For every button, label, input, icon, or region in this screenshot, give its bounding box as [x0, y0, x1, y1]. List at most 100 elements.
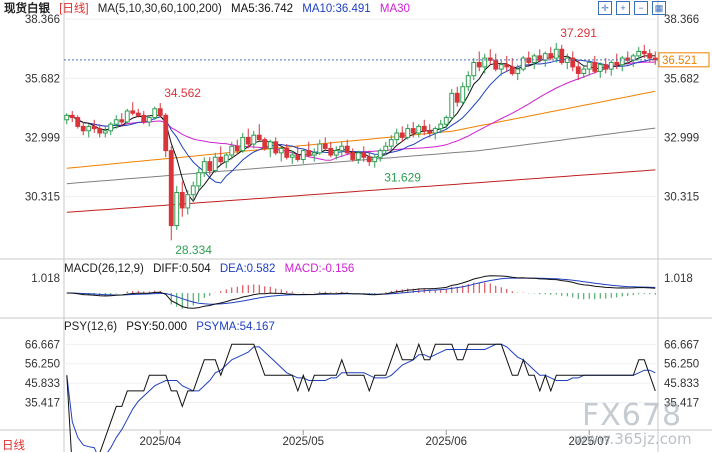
candle-body [168, 150, 174, 227]
candle-body [284, 147, 290, 158]
price-tick-right: 30.315 [664, 192, 699, 204]
candle-body [388, 139, 394, 147]
candle-body [251, 134, 257, 145]
psy-label: PSY(12,6) PSY:50.000 PSYMA:54.167 [64, 321, 281, 333]
psy-value: PSY:50.000 [126, 321, 188, 333]
price-tick-right: 35.682 [664, 73, 699, 85]
macd-params: MACD(26,12,9) [64, 263, 144, 275]
candle-body [377, 150, 383, 158]
candle-body [157, 108, 163, 116]
psy-line [66, 342, 656, 452]
candle-body [405, 128, 411, 138]
macd-label: MACD(26,12,9) DIFF:0.504 DEA:0.582 MACD:… [64, 263, 360, 275]
candle-body [355, 152, 361, 160]
candle-body [361, 152, 367, 158]
candle-body [64, 114, 70, 121]
extreme-label: 34.562 [164, 86, 201, 100]
candle-body [454, 92, 460, 103]
psy-tick-right: 35.417 [664, 397, 699, 409]
candle-body [262, 139, 268, 149]
candle-body [366, 156, 372, 163]
psyma-value: PSYMA:54.167 [196, 321, 275, 333]
candle-body [306, 150, 312, 156]
candle-body [102, 130, 108, 134]
crosshair-icon[interactable]: ✛ [598, 1, 612, 15]
candle-body [86, 125, 92, 132]
candle-body [108, 123, 114, 132]
zoom-in-icon[interactable]: + [616, 1, 630, 15]
period-selector[interactable]: [日线] [59, 3, 89, 15]
psy-tick-left: 66.667 [25, 339, 60, 351]
footer-period[interactable]: 日线 [2, 440, 25, 452]
candle-body [97, 128, 103, 134]
candle-body [317, 143, 323, 154]
candle-body [410, 128, 416, 134]
chart-header: 现货白银 [日线] MA(5,10,30,60,100,200) MA5:36.… [0, 0, 712, 18]
candle-body [399, 132, 405, 138]
candle-body [641, 50, 647, 55]
candle-body [608, 61, 614, 70]
price-tick-right: 32.999 [664, 132, 699, 144]
candle-body [647, 53, 653, 59]
ma200-line [66, 169, 656, 213]
psy-params: PSY(12,6) [64, 321, 118, 333]
psy-tick-left: 35.417 [25, 397, 60, 409]
zoom-out-icon[interactable]: − [634, 1, 648, 15]
x-tick-label: 2025/06 [425, 436, 467, 448]
candle-body [531, 55, 537, 63]
candle-body [218, 156, 224, 163]
grid-icon[interactable]: ▦ [652, 1, 666, 15]
macd-dea: DEA:0.582 [219, 263, 276, 275]
candle-body [592, 61, 598, 72]
candle-body [328, 147, 334, 156]
macd-tick-right: 1.018 [664, 273, 693, 285]
candle-body [471, 61, 477, 77]
candle-body [614, 61, 620, 66]
candle-body [509, 66, 515, 74]
candle-body [520, 57, 526, 70]
price-tick-left: 38.366 [25, 14, 60, 26]
candle-body [300, 150, 306, 160]
candle-body [548, 53, 554, 59]
price-tick-left: 32.999 [25, 132, 60, 144]
candle-body [141, 114, 147, 123]
macd-value: MACD:-0.156 [284, 263, 355, 275]
candle-body [537, 55, 543, 61]
candle-body [273, 141, 279, 154]
candle-body [460, 86, 466, 103]
x-tick-label: 2025/04 [139, 436, 181, 448]
candle-body [372, 156, 378, 163]
psy-tick-right: 45.833 [664, 378, 699, 390]
macd-diff-line [66, 275, 656, 309]
candle-body [207, 161, 213, 171]
candle-body [350, 152, 356, 160]
candle-body [603, 64, 609, 70]
psy-tick-right: 66.667 [664, 339, 699, 351]
candle-body [636, 50, 642, 57]
candle-body [476, 61, 482, 68]
candle-body [234, 145, 240, 152]
extreme-label: 37.291 [560, 26, 597, 40]
candle-body [80, 125, 86, 132]
candle-body [163, 114, 169, 152]
price-tick-left: 30.315 [25, 192, 60, 204]
price-tick-left: 35.682 [25, 73, 60, 85]
candle-body [179, 192, 185, 209]
candle-body [339, 145, 345, 152]
candle-body [289, 154, 295, 158]
candle-body [575, 66, 581, 74]
psy-tick-left: 56.250 [25, 359, 60, 371]
candle-body [559, 48, 565, 63]
candle-body [223, 154, 229, 163]
ma30-label: MA30 [379, 3, 410, 15]
candle-body [174, 192, 180, 227]
candle-body [482, 57, 488, 68]
candle-body [542, 53, 548, 61]
candle-body [581, 68, 587, 74]
candle-body [465, 75, 471, 88]
candle-body [570, 57, 576, 68]
candle-body [278, 147, 284, 154]
candle-body [487, 57, 493, 61]
price-tick-right: 38.366 [664, 14, 699, 26]
